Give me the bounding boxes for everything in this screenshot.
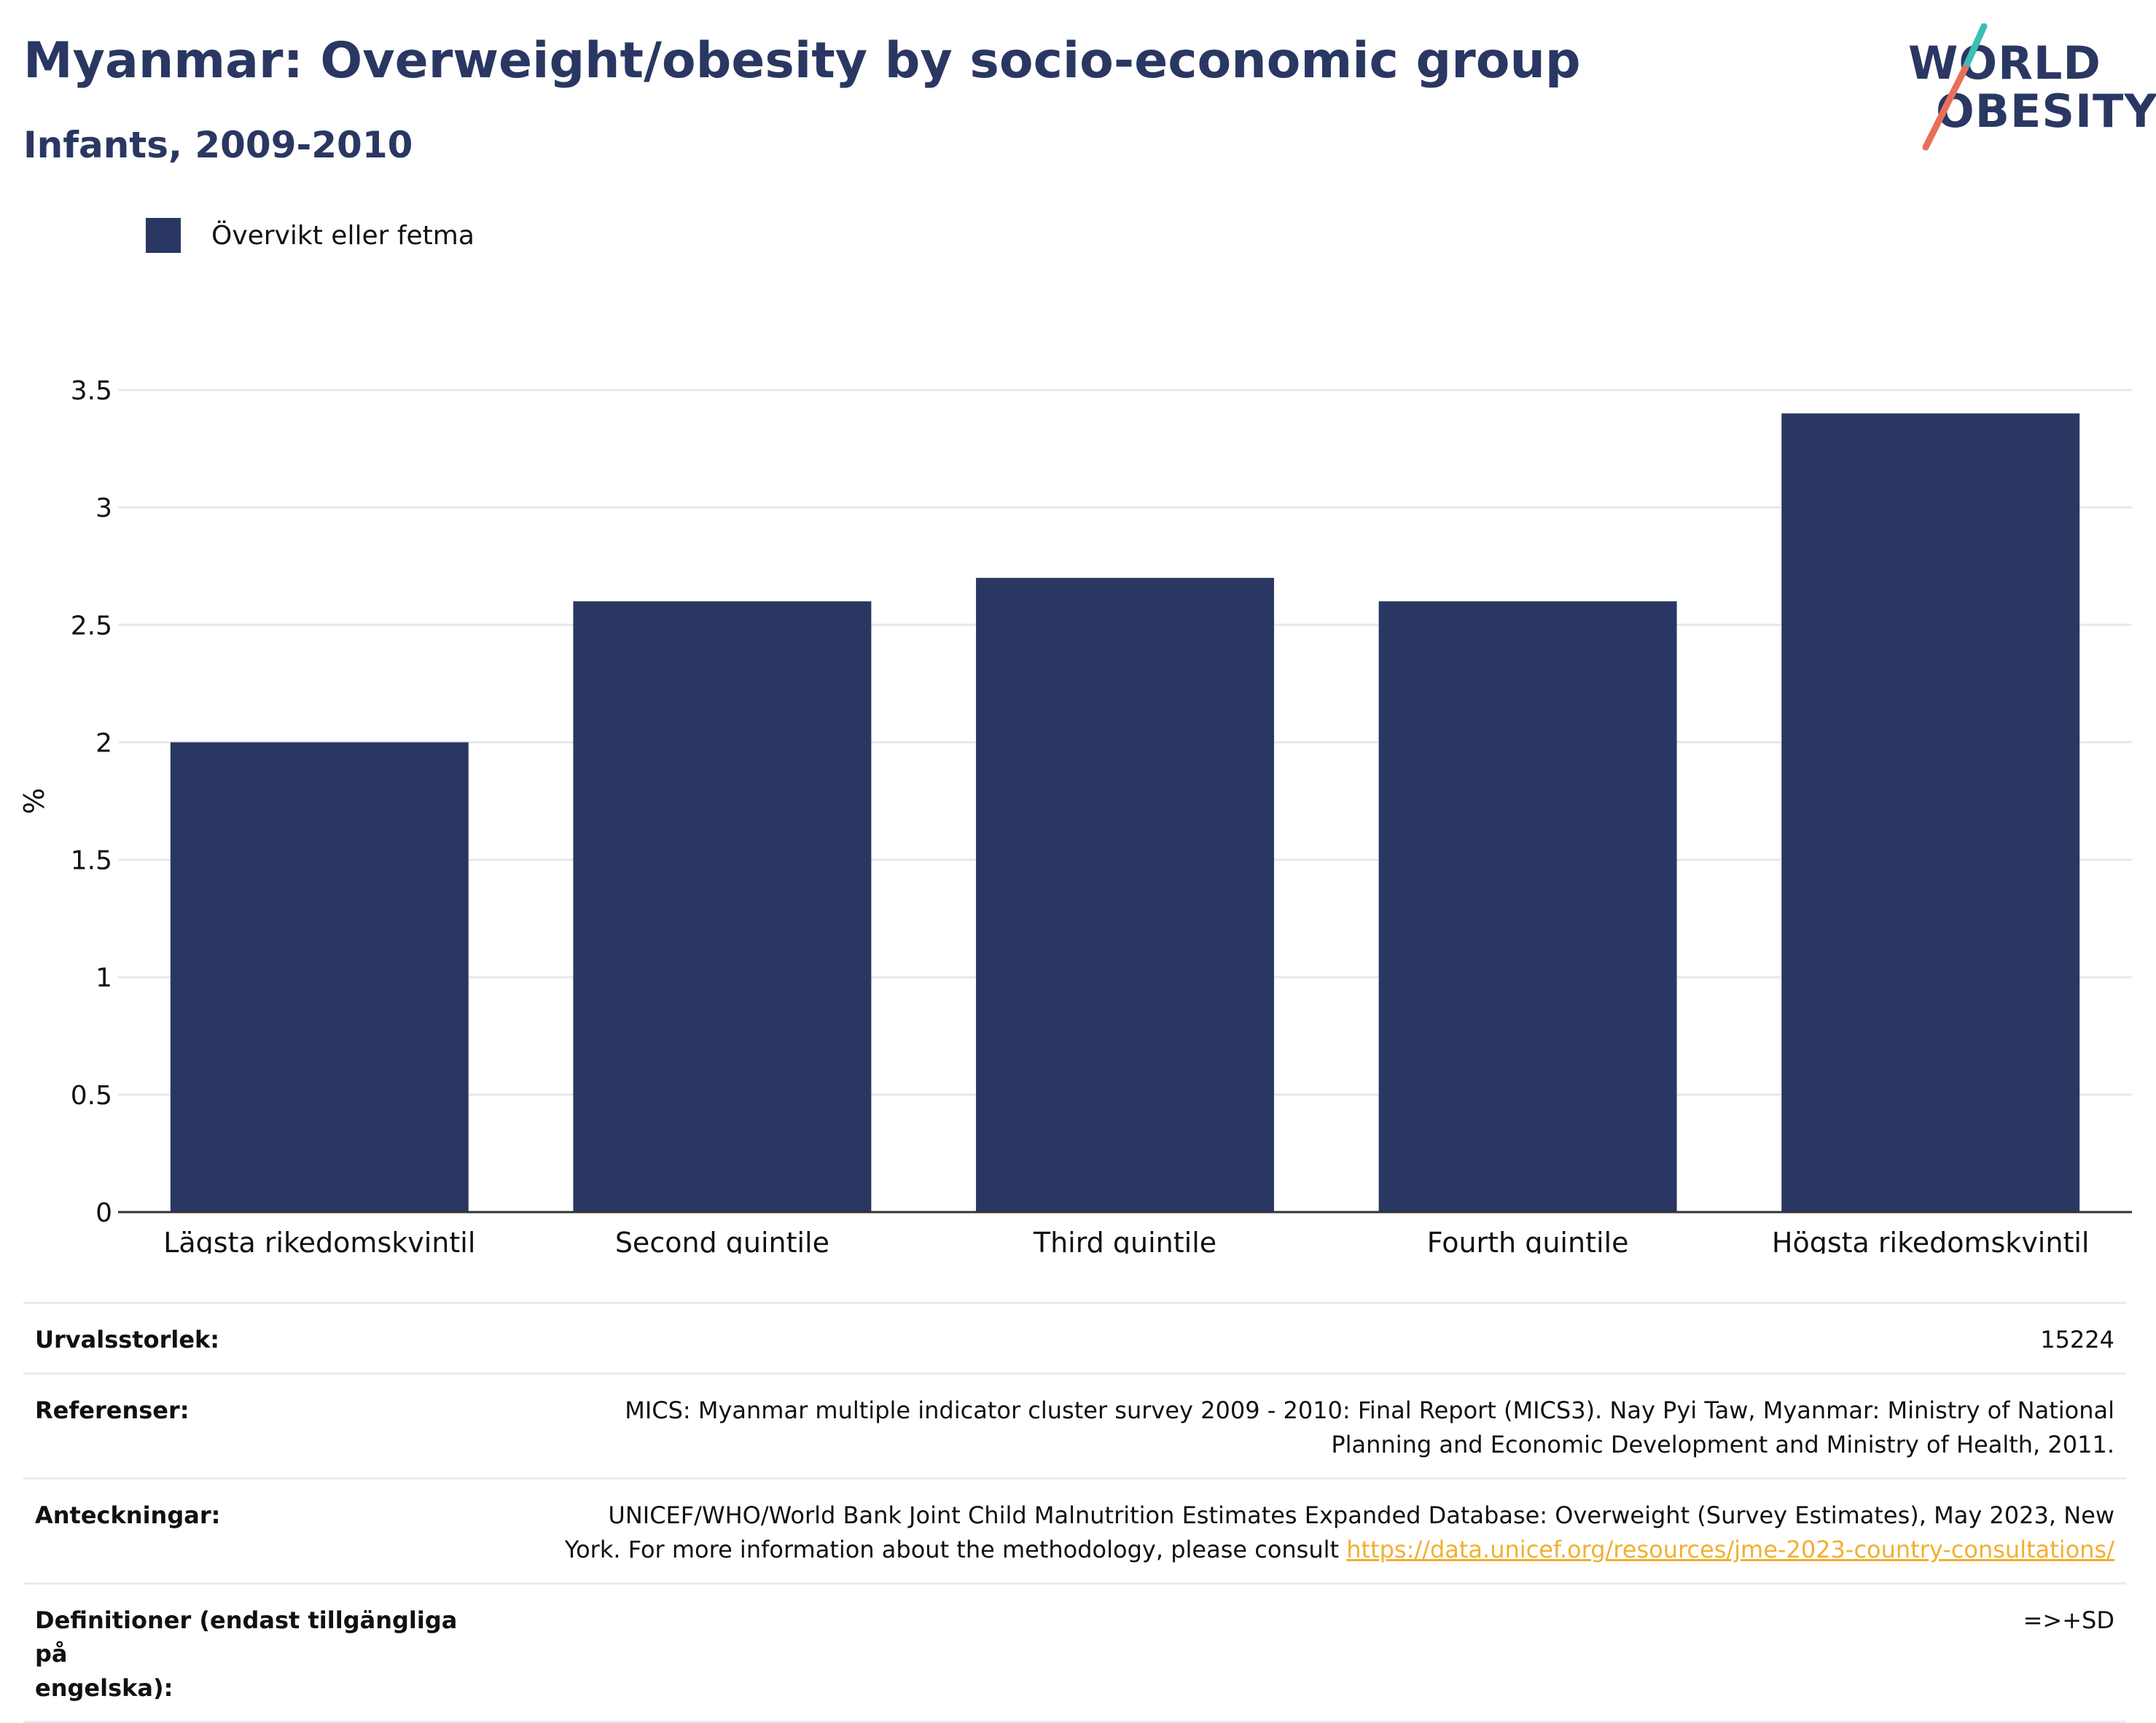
x-tick-label: Third quintile	[1033, 1227, 1216, 1254]
info-row-sample-size: Urvalsstorlek: 15224	[23, 1301, 2126, 1374]
definitions-label-line-2: engelska):	[35, 1673, 173, 1702]
y-tick-label: 1.5	[71, 846, 112, 876]
x-tick-label: Fourth quintile	[1427, 1227, 1629, 1254]
x-tick-label: Second quintile	[615, 1227, 829, 1254]
sample-size-label: Urvalsstorlek:	[23, 1301, 499, 1374]
info-row-notes: Anteckningar: UNICEF/WHO/World Bank Join…	[23, 1477, 2126, 1584]
chart-title: Myanmar: Overweight/obesity by socio-eco…	[23, 32, 1581, 90]
notes-label: Anteckningar:	[23, 1477, 499, 1584]
references-line-1: MICS: Myanmar multiple indicator cluster…	[625, 1396, 2114, 1425]
bar	[170, 742, 469, 1212]
y-tick-label: 2	[95, 728, 112, 758]
logo-text-world: WORLD	[1908, 36, 2101, 90]
bar	[976, 577, 1274, 1212]
definitions-label-line-1: Definitioner (endast tillgängliga på	[35, 1606, 458, 1668]
x-tick-label: Högsta rikedomskvintil	[1772, 1227, 2090, 1254]
info-row-definitions: Definitioner (endast tillgängliga på eng…	[23, 1582, 2126, 1723]
chart-subtitle: Infants, 2009-2010	[23, 124, 413, 166]
legend: Övervikt eller fetma	[146, 217, 474, 254]
legend-swatch	[146, 218, 181, 253]
x-axis-ticks: Lägsta rikedomskvintil Second quintile Thi…	[163, 1227, 2089, 1254]
bar-chart: 0 0.5 1 1.5 2 2.5 3 3.5 Lägsta rikedomskvintil S…	[18, 376, 2132, 1254]
methodology-link[interactable]: https://data.unicef.org/resources/jme-20…	[1346, 1535, 2114, 1563]
y-tick-label: 3.5	[71, 376, 112, 406]
references-line-2: Planning and Economic Development and Mi…	[1331, 1430, 2114, 1458]
legend-label: Övervikt eller fetma	[211, 220, 474, 251]
info-row-references: Referenser: MICS: Myanmar multiple indic…	[23, 1372, 2126, 1479]
y-tick-label: 3	[95, 493, 112, 523]
references-label: Referenser:	[23, 1372, 499, 1479]
sample-size-value: 15224	[499, 1301, 2126, 1374]
logo-slash-icon	[1922, 23, 1988, 151]
y-tick-label: 0	[95, 1198, 112, 1228]
bars	[170, 413, 2080, 1213]
world-obesity-logo: WORLD OBESITY	[1895, 23, 2156, 155]
bar	[573, 601, 872, 1212]
y-tick-label: 2.5	[71, 611, 112, 641]
definitions-label: Definitioner (endast tillgängliga på eng…	[23, 1582, 499, 1723]
bar	[1378, 601, 1677, 1212]
y-tick-label: 1	[95, 964, 112, 993]
notes-value: UNICEF/WHO/World Bank Joint Child Malnut…	[499, 1477, 2126, 1584]
y-tick-label: 0.5	[71, 1081, 112, 1111]
info-table: Urvalsstorlek: 15224 Referenser: MICS: M…	[23, 1301, 2126, 1723]
references-value: MICS: Myanmar multiple indicator cluster…	[499, 1372, 2126, 1479]
y-axis-ticks: 0 0.5 1 1.5 2 2.5 3 3.5	[71, 376, 112, 1228]
definitions-value: =>+SD	[499, 1582, 2126, 1723]
notes-line-1: UNICEF/WHO/World Bank Joint Child Malnut…	[608, 1501, 2114, 1530]
y-axis-label: %	[18, 788, 50, 814]
bar	[1781, 413, 2080, 1213]
logo-text-obesity: OBESITY	[1936, 85, 2156, 138]
x-tick-label: Lägsta rikedomskvintil	[163, 1227, 475, 1254]
notes-line-2: York. For more information about the met…	[564, 1535, 1347, 1563]
